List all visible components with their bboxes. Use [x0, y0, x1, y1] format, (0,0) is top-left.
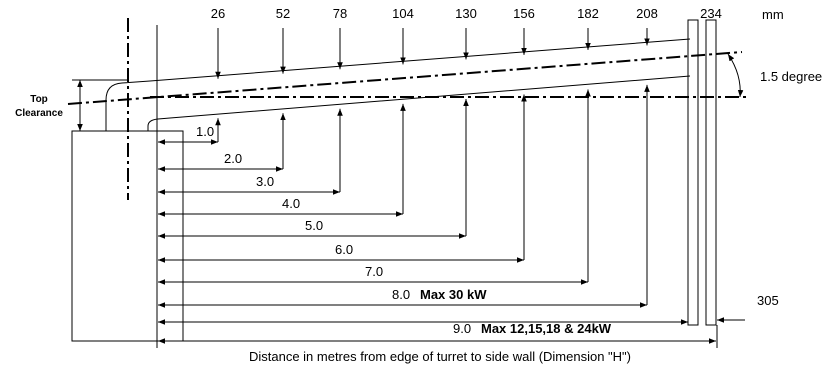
wall [705, 19, 717, 326]
distance-label: 8.0 [392, 287, 410, 302]
flue-top [105, 38, 691, 131]
clearance-label: Clearance [15, 108, 63, 119]
unit: mm [762, 7, 784, 22]
distance-label: 1.0 [196, 124, 214, 139]
distance-label: 9.0 [453, 321, 471, 336]
distance-label: 3.0 [256, 174, 274, 189]
height-label: 104 [392, 6, 414, 21]
height-label: 156 [513, 6, 535, 21]
height-label: 182 [577, 6, 599, 21]
wall [687, 19, 699, 326]
height-label: 78 [333, 6, 347, 21]
distance-label: 4.0 [282, 196, 300, 211]
angle-arc [727, 53, 744, 98]
height-label: 26 [211, 6, 225, 21]
distance-label: 2.0 [224, 151, 242, 166]
height-label: 130 [455, 6, 477, 21]
distance-note: Max 12,15,18 & 24kW [481, 321, 612, 336]
distance-note: Max 30 kW [420, 287, 487, 302]
distance-label: 5.0 [305, 218, 323, 233]
offset-label: 305 [757, 293, 779, 308]
distance-label: 7.0 [365, 264, 383, 279]
clearance-label: Top [30, 94, 48, 105]
measurements: 26 52 78 104 130 156 182 208 234 1.0 2.0 3.0 4.0 5.0 6… [158, 6, 722, 336]
flue-bottom [147, 75, 691, 131]
height-label: 52 [276, 6, 290, 21]
caption: Distance in metres from edge of turret t… [249, 349, 631, 364]
height-label: 234 [700, 6, 722, 21]
height-label: 208 [636, 6, 658, 21]
flue-axis [67, 51, 743, 105]
distance-label: 6.0 [335, 242, 353, 257]
angle-label: 1.5 degree [760, 69, 822, 84]
